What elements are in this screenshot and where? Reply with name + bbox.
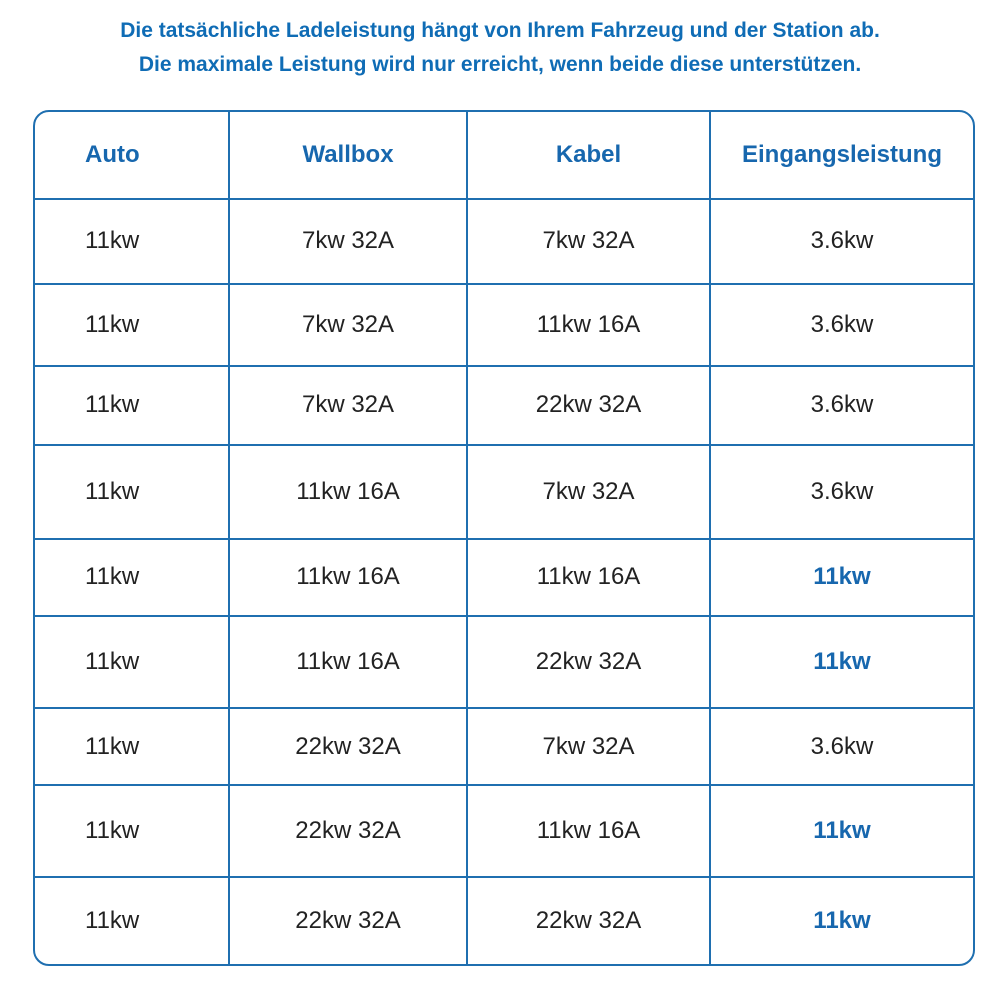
cell-auto: 11kw — [35, 614, 230, 710]
cell-kabel: 7kw 32A — [466, 443, 711, 541]
table-row: 11kw 22kw 32A 11kw 16A 11kw — [35, 783, 973, 879]
intro-line-1: Die tatsächliche Ladeleistung hängt von … — [120, 19, 880, 42]
table-row: 11kw 11kw 16A 7kw 32A 3.6kw — [35, 443, 973, 541]
header-eingangsleistung: Eingangsleistung — [709, 112, 973, 200]
cell-wallbox: 22kw 32A — [228, 876, 468, 964]
cell-eingangsleistung: 3.6kw — [709, 707, 973, 786]
header-kabel: Kabel — [466, 112, 711, 200]
header-wallbox: Wallbox — [228, 112, 468, 200]
table-body: 11kw 7kw 32A 7kw 32A 3.6kw 11kw 7kw 32A 11kw 1… — [35, 198, 973, 964]
intro-text: Die tatsächliche Ladeleistung hängt von … — [0, 14, 1000, 82]
cell-kabel: 7kw 32A — [466, 707, 711, 786]
cell-kabel: 7kw 32A — [466, 198, 711, 285]
cell-auto: 11kw — [35, 282, 230, 368]
table-header-row: Auto Wallbox Kabel Eingangsleistung — [35, 112, 973, 200]
cell-kabel: 22kw 32A — [466, 365, 711, 446]
cell-wallbox: 11kw 16A — [228, 614, 468, 710]
cell-eingangsleistung: 3.6kw — [709, 365, 973, 446]
cell-wallbox: 11kw 16A — [228, 443, 468, 541]
cell-wallbox: 7kw 32A — [228, 282, 468, 368]
cell-auto: 11kw — [35, 783, 230, 879]
table-row: 11kw 11kw 16A 11kw 16A 11kw — [35, 538, 973, 617]
cell-kabel: 11kw 16A — [466, 282, 711, 368]
cell-eingangsleistung: 11kw — [709, 538, 973, 617]
cell-auto: 11kw — [35, 707, 230, 786]
table-row: 11kw 7kw 32A 22kw 32A 3.6kw — [35, 365, 973, 446]
cell-auto: 11kw — [35, 365, 230, 446]
table-row: 11kw 7kw 32A 7kw 32A 3.6kw — [35, 198, 973, 285]
charging-table: Auto Wallbox Kabel Eingangsleistung 11kw… — [33, 110, 975, 966]
cell-kabel: 11kw 16A — [466, 783, 711, 879]
cell-wallbox: 11kw 16A — [228, 538, 468, 617]
intro-line-2: Die maximale Leistung wird nur erreicht,… — [138, 53, 862, 76]
cell-auto: 11kw — [35, 538, 230, 617]
cell-auto: 11kw — [35, 198, 230, 285]
cell-kabel: 22kw 32A — [466, 614, 711, 710]
cell-eingangsleistung: 11kw — [709, 876, 973, 964]
cell-wallbox: 22kw 32A — [228, 707, 468, 786]
cell-eingangsleistung: 3.6kw — [709, 443, 973, 541]
cell-eingangsleistung: 11kw — [709, 783, 973, 879]
table-row: 11kw 22kw 32A 7kw 32A 3.6kw — [35, 707, 973, 786]
cell-wallbox: 7kw 32A — [228, 198, 468, 285]
header-auto: Auto — [35, 112, 230, 200]
cell-eingangsleistung: 11kw — [709, 614, 973, 710]
cell-auto: 11kw — [35, 876, 230, 964]
table-row: 11kw 22kw 32A 22kw 32A 11kw — [35, 876, 973, 964]
cell-wallbox: 22kw 32A — [228, 783, 468, 879]
table-row: 11kw 7kw 32A 11kw 16A 3.6kw — [35, 282, 973, 368]
cell-auto: 11kw — [35, 443, 230, 541]
cell-eingangsleistung: 3.6kw — [709, 282, 973, 368]
charging-power-table: Auto Wallbox Kabel Eingangsleistung 11kw… — [35, 112, 973, 964]
table-row: 11kw 11kw 16A 22kw 32A 11kw — [35, 614, 973, 710]
cell-kabel: 11kw 16A — [466, 538, 711, 617]
cell-eingangsleistung: 3.6kw — [709, 198, 973, 285]
cell-kabel: 22kw 32A — [466, 876, 711, 964]
cell-wallbox: 7kw 32A — [228, 365, 468, 446]
